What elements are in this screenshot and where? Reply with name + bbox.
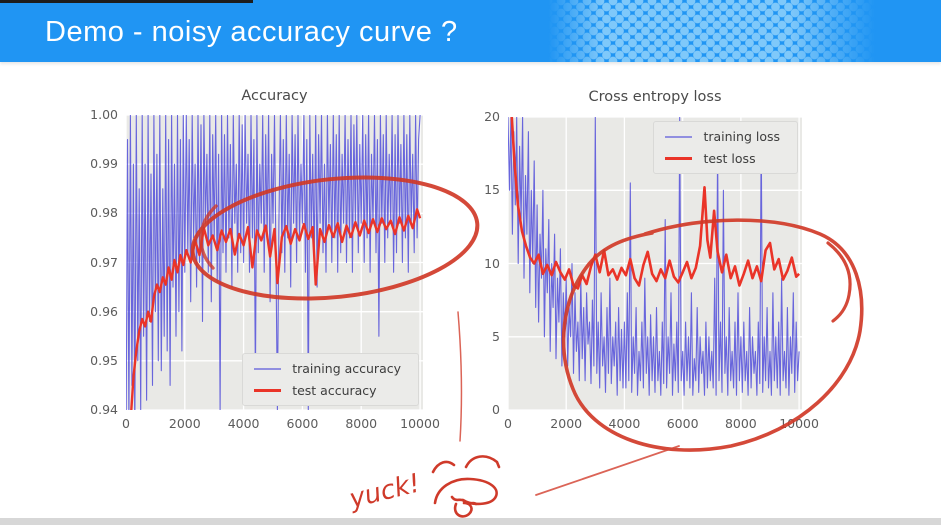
y-tick-label: 10	[484, 255, 500, 271]
slide-header: Demo - noisy accuracy curve ?	[0, 0, 941, 62]
legend-line-sample	[254, 389, 282, 392]
legend-label: test loss	[703, 151, 756, 166]
legend-line-sample	[254, 367, 282, 370]
accuracy-chart-title: Accuracy	[241, 88, 308, 104]
legend-entry: training loss	[665, 129, 780, 144]
legend-label: training loss	[703, 129, 780, 144]
y-tick-label: 0.98	[90, 205, 118, 221]
x-tick-label: 0	[504, 416, 512, 431]
y-tick-label: 5	[492, 328, 500, 344]
face-scribble	[450, 495, 478, 506]
face-right-brow	[464, 455, 501, 469]
y-tick-label: 0.94	[90, 402, 118, 417]
legend-line-sample	[665, 157, 693, 160]
y-tick-label: 0	[492, 402, 500, 417]
y-tick-label: 0.99	[90, 156, 118, 172]
x-tick-label: 4000	[227, 416, 260, 431]
x-tick-label: 2000	[550, 416, 583, 431]
y-tick-label: 0.97	[90, 254, 118, 270]
y-tick-label: 15	[484, 182, 500, 198]
accuracy-plot-area: training accuracy test accuracy	[126, 115, 423, 410]
x-tick-label: 2000	[168, 416, 201, 431]
face-nose	[433, 477, 498, 506]
face-left-brow	[431, 460, 456, 474]
y-tick-label: 0.95	[90, 352, 118, 368]
x-tick-label: 8000	[724, 416, 757, 431]
loss-plot-area: training loss test loss	[508, 117, 802, 410]
slide-title: Demo - noisy accuracy curve ?	[45, 16, 458, 48]
legend: training accuracy test accuracy	[242, 353, 419, 406]
x-tick-label: 0	[122, 416, 130, 431]
legend-label: test accuracy	[292, 383, 377, 398]
legend: training loss test loss	[653, 121, 798, 174]
disgusted-face-doodle	[431, 455, 501, 518]
y-tick-label: 20	[484, 109, 500, 124]
x-tick-label: 4000	[608, 416, 641, 431]
y-tick-label: 0.96	[90, 303, 118, 319]
y-tick-label: 1.00	[90, 107, 118, 122]
yuck-annotation-text: yuck!	[345, 468, 423, 515]
x-tick-label: 10000	[779, 416, 819, 431]
legend-entry: test accuracy	[254, 383, 401, 398]
loss-chart-title: Cross entropy loss	[588, 89, 722, 105]
legend-label: training accuracy	[292, 361, 401, 376]
loss-circle-pen-hook	[826, 241, 852, 323]
halftone-dots-decoration	[548, 0, 893, 62]
x-tick-label: 8000	[345, 416, 378, 431]
x-tick-label: 6000	[666, 416, 699, 431]
top-dark-strip	[0, 0, 253, 3]
face-tongue	[453, 501, 473, 518]
legend-entry: training accuracy	[254, 361, 401, 376]
bottom-gray-strip	[0, 518, 941, 525]
legend-entry: test loss	[665, 151, 780, 166]
legend-line-sample	[665, 135, 693, 138]
x-tick-label: 10000	[400, 416, 440, 431]
x-tick-label: 6000	[286, 416, 319, 431]
loss-pointer-line	[535, 445, 680, 496]
